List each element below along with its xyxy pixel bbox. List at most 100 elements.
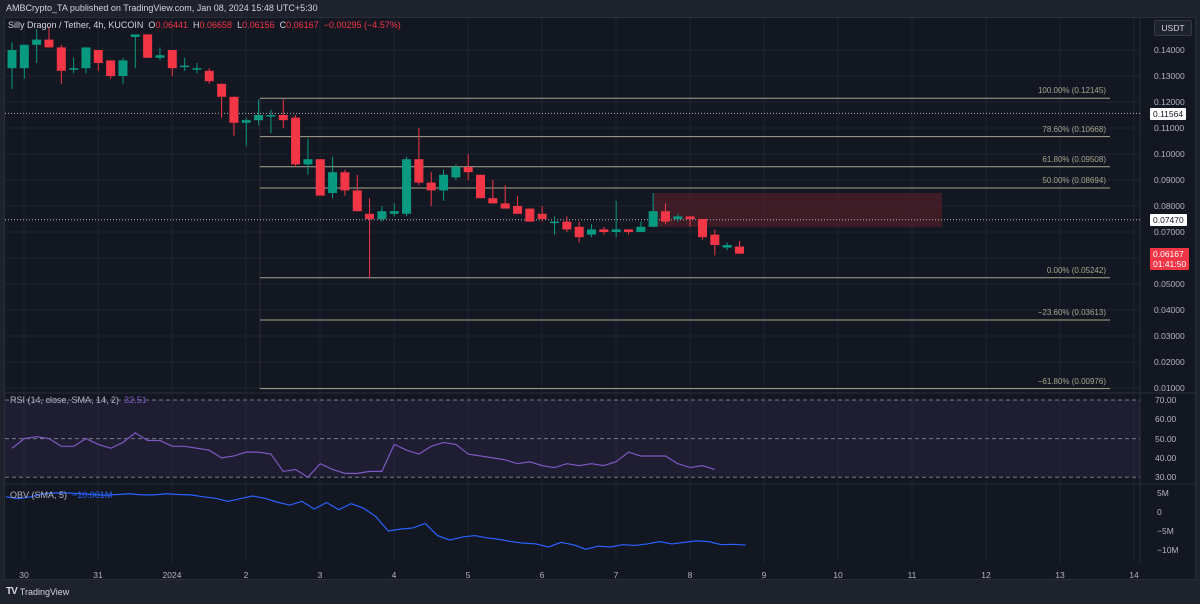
candle-body [254, 115, 264, 121]
time-axis-label: 2 [243, 570, 249, 580]
rsi-legend: RSI (14, close, SMA, 14, 2) 32.51 [10, 395, 147, 405]
rsi-axis-label: 30.00 [1155, 472, 1177, 483]
candle-body [303, 159, 313, 165]
candle-body [611, 229, 621, 232]
price-axis-label: 0.10000 [1154, 149, 1185, 159]
candle-body [352, 190, 362, 212]
time-axis-label: 13 [1055, 570, 1065, 580]
price-axis-label: 0.05000 [1154, 279, 1185, 289]
candle-body [660, 211, 670, 222]
price-axis-label: 0.14000 [1154, 45, 1185, 55]
candle-body [155, 55, 165, 58]
time-axis-label: 5 [465, 570, 471, 580]
tradingview-footer[interactable]: TV TradingView [6, 586, 69, 597]
price-axis-label: 0.03000 [1154, 331, 1185, 341]
time-axis-label: 3 [317, 570, 323, 580]
candle-body [500, 203, 510, 209]
fib-label: 0.00% (0.05242) [1046, 265, 1106, 275]
tradingview-brand: TradingView [19, 586, 70, 597]
price-tag-line-b: 0.07470 [1150, 214, 1187, 226]
symbol-title: Silly Dragon / Tether, 4h, KUCOIN [8, 20, 144, 30]
rsi-axis-label: 60.00 [1155, 414, 1177, 425]
price-axis-label: 0.12000 [1154, 97, 1185, 107]
candle-body [7, 50, 17, 69]
candle-body [143, 34, 153, 58]
price-axis-label: 0.11000 [1154, 123, 1185, 133]
candle-body [19, 44, 29, 69]
time-axis-label: 10 [833, 570, 843, 580]
candle-body [377, 211, 387, 219]
price-tag-line-a: 0.11564 [1150, 108, 1187, 120]
candle-body [562, 221, 572, 230]
chart-area[interactable] [4, 17, 1196, 580]
time-axis-label: 8 [687, 570, 693, 580]
fib-label: 100.00% (0.12145) [1037, 86, 1106, 96]
price-axis-label: 0.02000 [1154, 357, 1185, 367]
candle-body [32, 39, 42, 45]
rsi-title: RSI (14, close, SMA, 14, 2) [10, 395, 120, 405]
tradingview-logo-icon: TV [6, 586, 18, 597]
candle-body [476, 174, 486, 199]
candle-body [69, 68, 79, 70]
obv-axis-label: 5M [1157, 488, 1169, 498]
low-value: 0.06156 [242, 20, 275, 30]
candle-body [414, 159, 424, 183]
candle-body [426, 182, 436, 191]
price-axis-label: 0.08000 [1154, 201, 1185, 211]
candle-body [451, 167, 461, 178]
high-value: 0.06658 [199, 20, 233, 30]
candle-body [241, 120, 251, 123]
candle-body [402, 159, 412, 214]
candle-body [340, 172, 350, 191]
candle-body [734, 246, 744, 254]
time-axis-label: 4 [391, 570, 397, 580]
time-axis-label: 7 [613, 570, 619, 580]
candle-body [648, 211, 658, 227]
candle-body [673, 216, 683, 219]
fib-label: 61.80% (0.09508) [1042, 154, 1106, 164]
candle-body [180, 65, 190, 68]
candle-body [266, 115, 276, 117]
fib-label: 78.60% (0.10668) [1042, 124, 1106, 134]
time-axis-label: 31 [93, 570, 103, 580]
obv-axis-label: −5M [1157, 526, 1174, 536]
candle-body [710, 234, 720, 245]
candle-body [599, 229, 609, 232]
price-axis-label: 0.13000 [1154, 71, 1185, 81]
candle-body [328, 172, 338, 193]
candle-body [697, 219, 707, 238]
candle-body [574, 226, 584, 238]
candle-body [56, 47, 66, 71]
price-axis-label: 0.04000 [1154, 305, 1185, 315]
candle-body [513, 206, 523, 214]
candle-body [488, 198, 498, 204]
obv-value: −10.001M [72, 490, 113, 500]
rsi-axis-label: 40.00 [1155, 452, 1177, 463]
time-axis-label: 11 [907, 570, 917, 580]
candle-body [525, 208, 535, 222]
currency-button[interactable]: USDT [1154, 20, 1192, 36]
candle-body [278, 115, 288, 121]
last-price-tag: 0.06167 01:41:50 [1150, 248, 1190, 270]
time-axis-label: 30 [19, 570, 29, 580]
bar-countdown: 01:41:50 [1153, 259, 1187, 269]
candle-body [624, 229, 633, 232]
rsi-value: 32.51 [124, 395, 147, 405]
price-axis-label: 0.09000 [1154, 175, 1185, 185]
candle-body [463, 167, 473, 173]
candle-body [315, 159, 325, 196]
price-axis-label: 0.01000 [1154, 383, 1185, 393]
candle-body [81, 47, 91, 69]
time-axis-label: 6 [539, 570, 545, 580]
obv-title: OBV (SMA, 5) [10, 490, 68, 500]
candle-body [722, 245, 732, 248]
supply-zone [653, 193, 942, 227]
symbol-legend: Silly Dragon / Tether, 4h, KUCOIN O0.064… [8, 20, 401, 30]
last-price-value: 0.06167 [1153, 249, 1184, 259]
candle-body [439, 174, 449, 191]
open-value: 0.06441 [155, 20, 188, 30]
fib-label: −23.60% (0.03613) [1037, 308, 1106, 318]
candle-body [204, 70, 214, 82]
rsi-axis-label: 70.00 [1155, 395, 1177, 405]
